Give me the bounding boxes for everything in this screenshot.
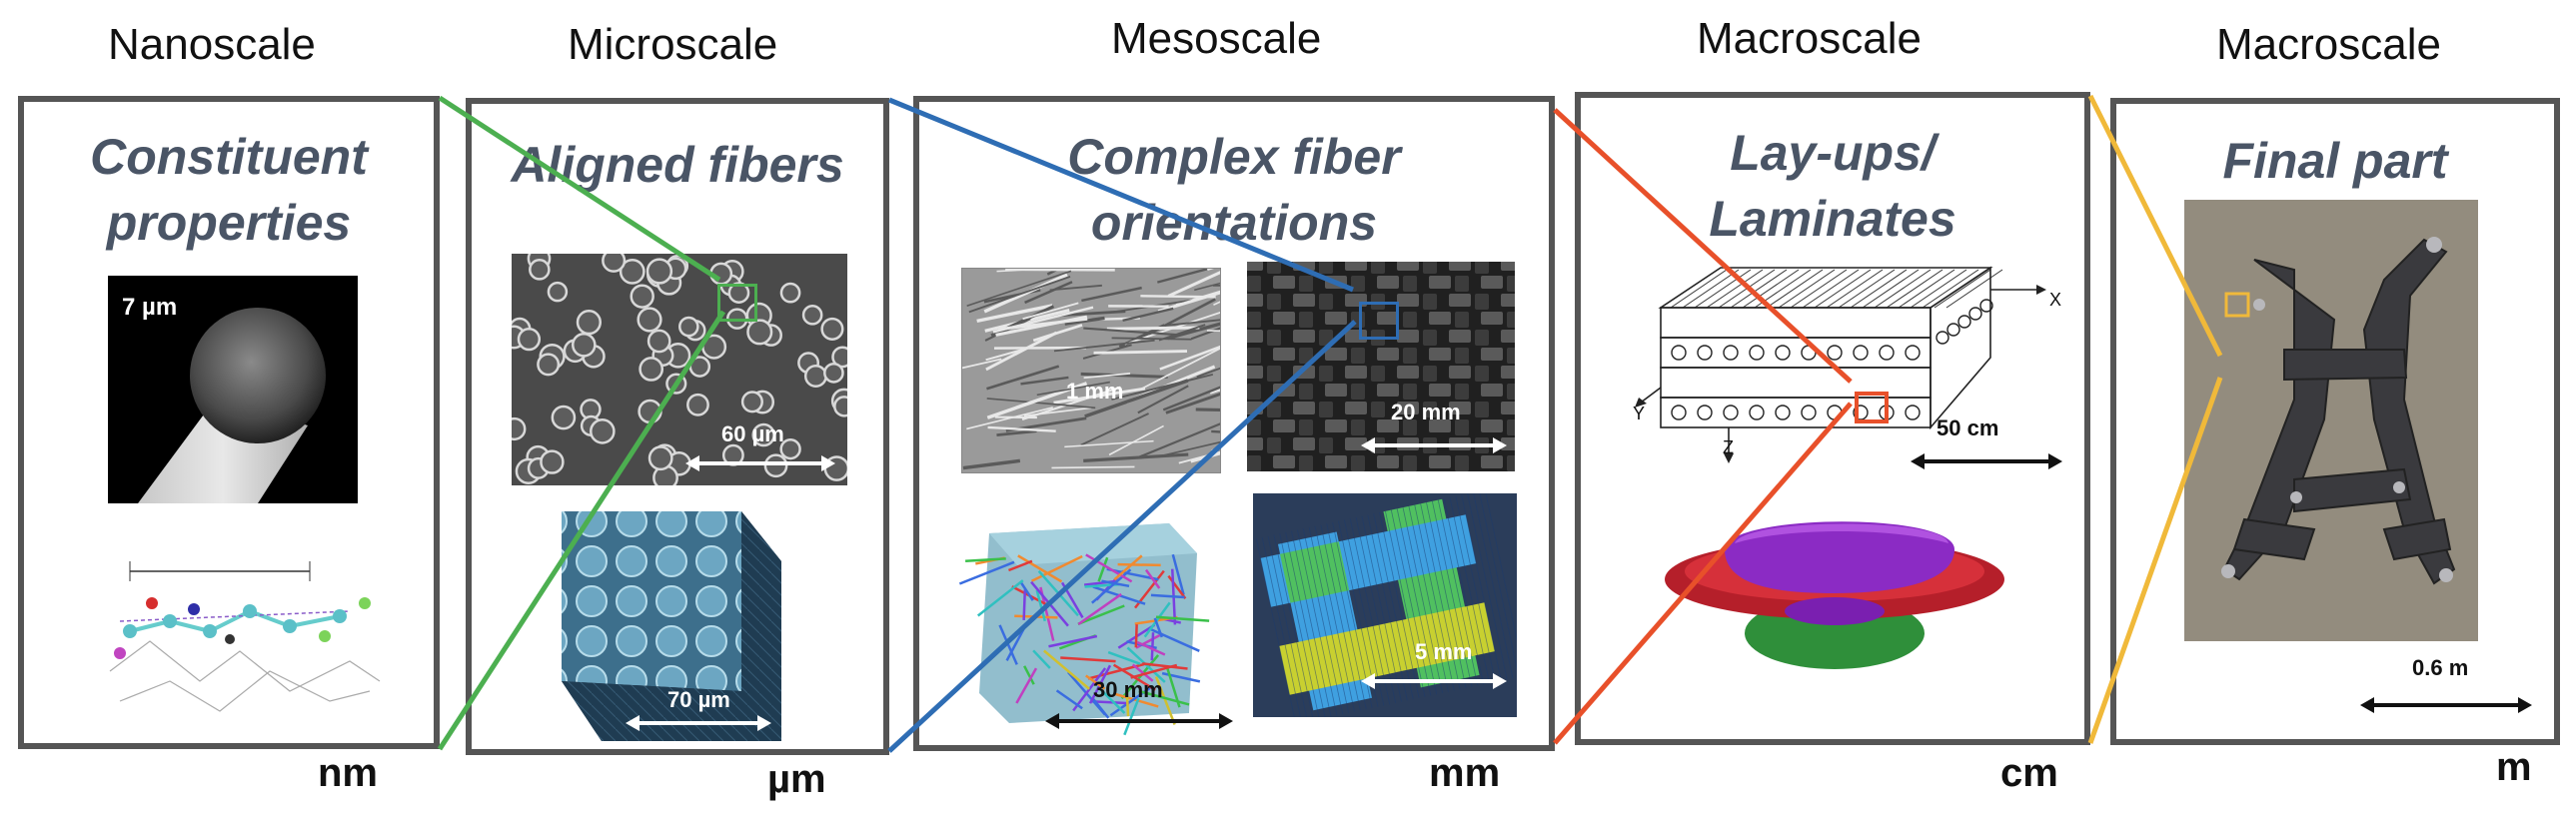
label-30mm: 30 mm (1093, 677, 1163, 702)
panel-final-part: Final part 0.6 m (2110, 98, 2560, 745)
scalebar-5mm (1361, 673, 1507, 689)
label-0-6m: 0.6 m (2412, 655, 2469, 680)
zoom-box-green (717, 284, 757, 322)
label-60um: 60 µm (721, 421, 784, 446)
scalebar-20mm (1361, 437, 1507, 453)
label-70um: 70 µm (667, 687, 730, 712)
short-fiber-micrograph: 1 mm (961, 268, 1221, 473)
panel-nanoscale: Constituent properties 7 µm (18, 96, 440, 749)
panel-microscale: Aligned fibers 60 µm 70 (466, 98, 889, 755)
subframe-drawing (2184, 200, 2478, 641)
scalebar-50cm (1911, 453, 2062, 469)
zoom-box-blue (1359, 302, 1399, 340)
panel-laminates: Lay-ups/ Laminates X Y Z 50 cm (1575, 92, 2090, 745)
unit-nm: nm (318, 751, 378, 795)
unit-um: µm (767, 757, 826, 801)
label-50cm: 50 cm (1936, 415, 1999, 440)
fe-woven-model: 5 mm (1253, 493, 1517, 717)
heading-macroscale-part: Macroscale (2216, 20, 2441, 69)
fiber-sem-drawing (138, 308, 326, 503)
unit-mm: mm (1429, 751, 1501, 795)
axis-label-y: Y (1633, 404, 1646, 423)
heading-microscale: Microscale (568, 20, 778, 69)
scalebar-0-6m (2360, 697, 2532, 713)
unit-m: m (2496, 745, 2532, 789)
heading-nanoscale: Nanoscale (108, 20, 316, 69)
short-fiber-strokes (962, 269, 1220, 470)
panel-title-complex-fiber: Complex fiber (1067, 129, 1401, 185)
label-20mm: 20 mm (1391, 400, 1461, 424)
panel-mesoscale: Complex fiber orientations 1 mm 20 mm 30… (913, 96, 1555, 751)
molecular-chain-diagram (109, 561, 381, 712)
axis-label-x: X (2049, 290, 2062, 310)
scalebar-30mm (1045, 713, 1233, 729)
scalebar-60um (685, 455, 835, 471)
woven-fabric-image: 20 mm (1247, 262, 1515, 471)
subframe-photo (2184, 200, 2478, 641)
unit-cm: cm (2000, 751, 2058, 795)
panel-title-final-part: Final part (2222, 133, 2448, 189)
fiber-sem-image: 7 µm (108, 276, 358, 503)
axis-label-z: Z (1723, 437, 1734, 457)
random-fiber-volume (958, 523, 1210, 736)
fiber-cross-section-image: 60 µm (512, 254, 847, 485)
heading-macroscale-laminates: Macroscale (1697, 14, 1922, 63)
laminate-block-drawing (1635, 266, 2046, 463)
panel-title-constituent: Constituent (90, 129, 368, 185)
panel-title-layups: Lay-ups/ (1730, 125, 1935, 181)
forming-simulation (1665, 521, 2004, 669)
panel-title-laminates: Laminates (1709, 191, 1956, 247)
label-7um: 7 µm (122, 294, 178, 321)
label-5mm: 5 mm (1415, 639, 1473, 664)
panel-title-orientations: orientations (1090, 195, 1378, 251)
panel-title-properties: properties (106, 195, 352, 251)
rve-cube (562, 511, 781, 741)
heading-mesoscale: Mesoscale (1111, 14, 1322, 63)
panel-title-aligned-fibers: Aligned fibers (511, 137, 844, 193)
label-1mm: 1 mm (1066, 379, 1124, 404)
